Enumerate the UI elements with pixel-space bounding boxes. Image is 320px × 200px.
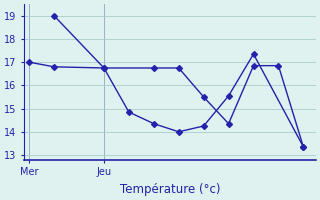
X-axis label: Température (°c): Température (°c) [120,183,220,196]
